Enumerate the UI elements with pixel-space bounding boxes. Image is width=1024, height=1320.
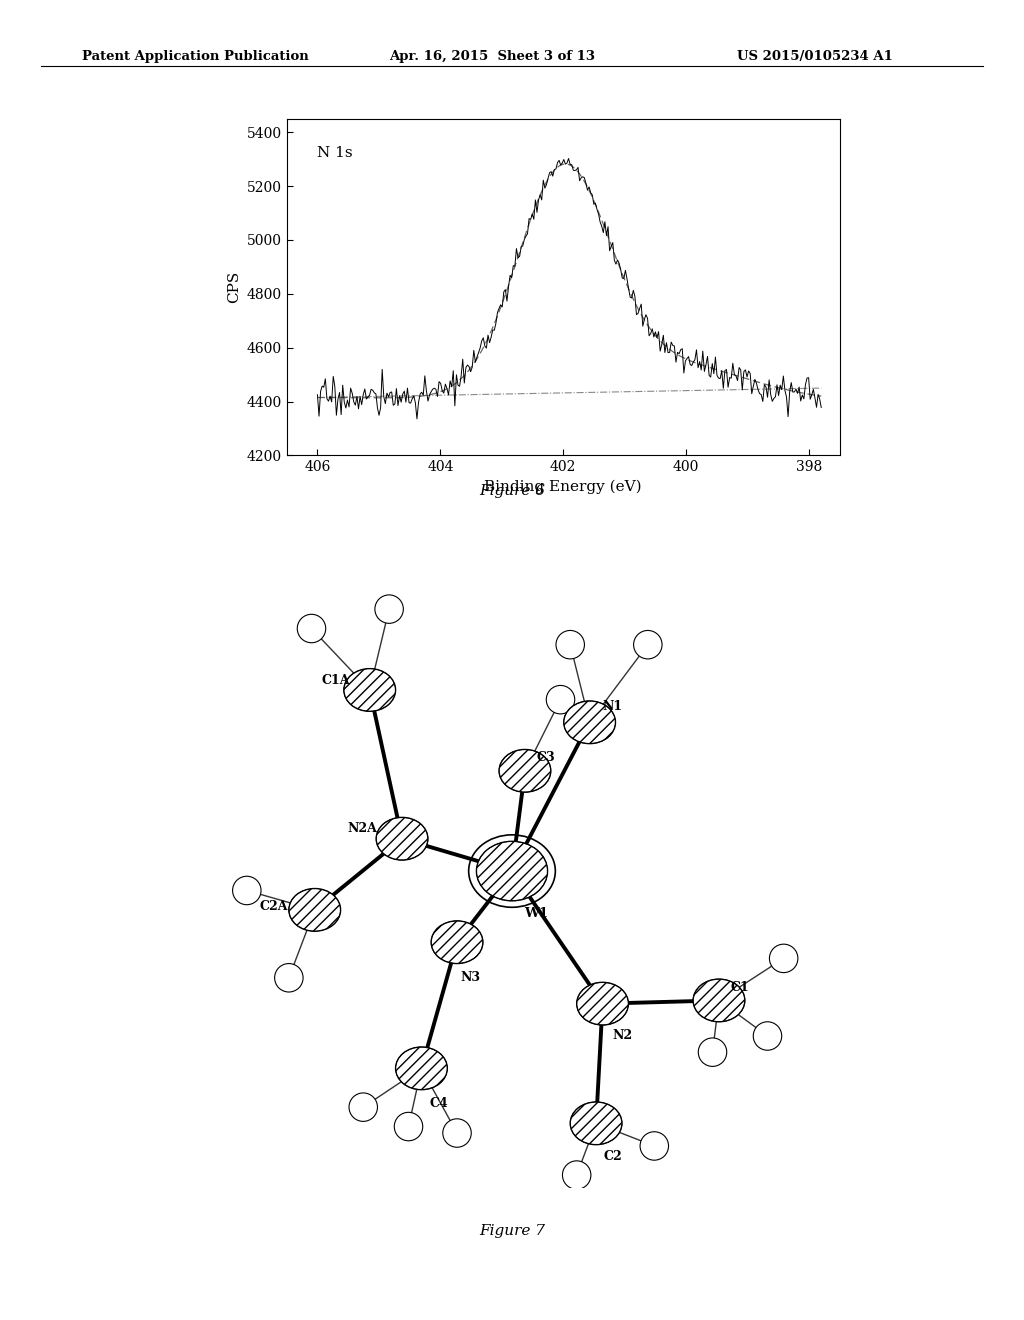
Text: C4: C4 (429, 1097, 447, 1110)
Text: C2A: C2A (260, 900, 288, 913)
Text: US 2015/0105234 A1: US 2015/0105234 A1 (737, 50, 893, 63)
Text: N 1s: N 1s (317, 145, 353, 160)
Ellipse shape (431, 921, 483, 964)
Circle shape (232, 876, 261, 904)
Text: N2A: N2A (347, 822, 377, 836)
Circle shape (375, 595, 403, 623)
Text: Patent Application Publication: Patent Application Publication (82, 50, 308, 63)
Ellipse shape (395, 1047, 447, 1090)
Text: N3: N3 (460, 972, 480, 985)
Circle shape (640, 1131, 669, 1160)
Ellipse shape (499, 750, 551, 792)
Circle shape (546, 685, 574, 714)
Text: Figure 7: Figure 7 (479, 1224, 545, 1238)
Circle shape (698, 1038, 727, 1067)
Ellipse shape (564, 701, 615, 743)
Circle shape (274, 964, 303, 993)
Circle shape (297, 614, 326, 643)
Text: W1: W1 (523, 907, 548, 920)
Circle shape (394, 1113, 423, 1140)
Circle shape (754, 1022, 781, 1051)
Ellipse shape (476, 841, 548, 900)
Ellipse shape (376, 817, 428, 861)
X-axis label: Binding Energy (eV): Binding Energy (eV) (484, 479, 642, 494)
Circle shape (442, 1119, 471, 1147)
Text: Apr. 16, 2015  Sheet 3 of 13: Apr. 16, 2015 Sheet 3 of 13 (389, 50, 595, 63)
Circle shape (769, 944, 798, 973)
Text: C3: C3 (537, 751, 555, 764)
Text: C1: C1 (730, 981, 750, 994)
Text: N1: N1 (602, 700, 623, 713)
Text: Figure 6: Figure 6 (479, 484, 545, 499)
Ellipse shape (693, 979, 744, 1022)
Ellipse shape (570, 1102, 622, 1144)
Ellipse shape (344, 669, 395, 711)
Circle shape (634, 631, 663, 659)
Circle shape (349, 1093, 378, 1122)
Ellipse shape (289, 888, 341, 931)
Circle shape (562, 1160, 591, 1189)
Text: C1A: C1A (322, 673, 349, 686)
Ellipse shape (577, 982, 629, 1026)
Text: N2: N2 (612, 1030, 633, 1043)
Text: C2: C2 (604, 1151, 623, 1163)
Circle shape (556, 631, 585, 659)
Y-axis label: CPS: CPS (227, 271, 241, 304)
